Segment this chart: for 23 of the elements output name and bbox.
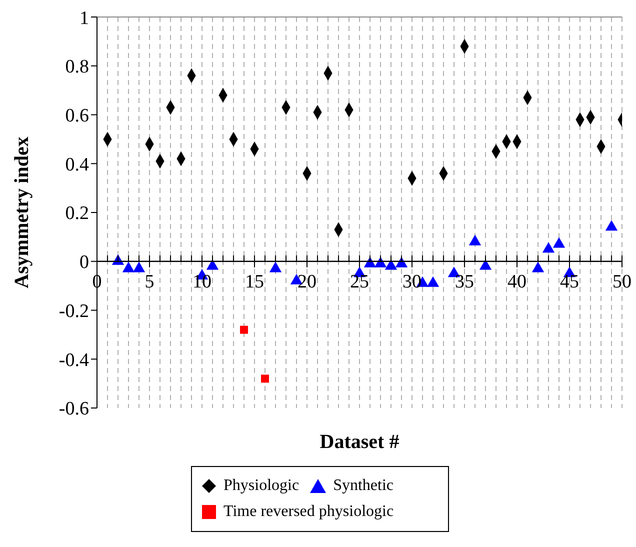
x-tick-label: 15 [245,271,264,292]
y-tick-label: -0.2 [58,300,89,322]
y-tick-label: 0.4 [65,154,90,176]
x-axis-title: Dataset # [320,431,400,453]
y-tick-label: 0.2 [65,203,89,224]
x-tick-label: 30 [402,271,422,292]
x-tick-label: 45 [560,271,579,292]
x-tick-label: 40 [508,271,526,292]
y-tick-label: 1 [80,8,89,29]
y-tick-label: 0.8 [65,56,89,78]
y-axis-title: Asymmetry index [11,136,34,288]
y-tick-label: 0.6 [65,105,89,126]
y-tick-label: -0.6 [58,398,89,420]
y-tick-label: 0 [80,252,89,274]
x-tick-label: 35 [455,271,474,292]
y-tick-label: -0.4 [58,350,90,371]
x-tick-label: 50 [612,271,632,292]
x-tick-label: 5 [144,271,154,292]
legend-label: Physiologic [224,476,300,496]
legend-label: Synthetic [333,476,394,496]
legend-label: Time reversed physiologic [224,502,394,522]
x-tick-label: 25 [350,271,369,292]
x-tick-label: 20 [298,271,316,292]
